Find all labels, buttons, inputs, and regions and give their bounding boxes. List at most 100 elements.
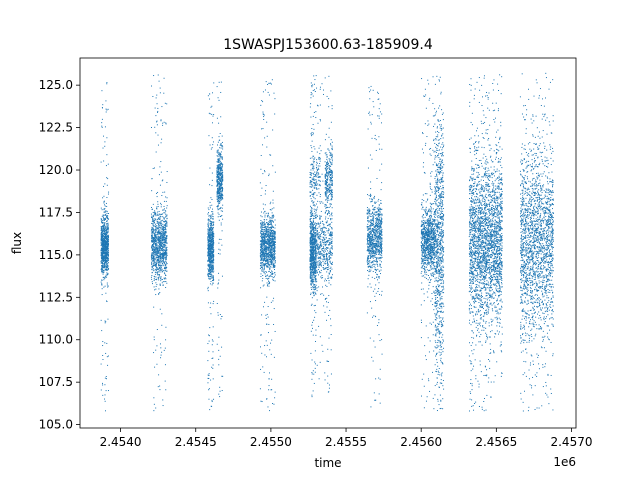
data-point	[103, 240, 105, 242]
data-point	[212, 265, 214, 267]
data-point	[105, 376, 107, 377]
data-point	[218, 176, 220, 178]
data-point	[105, 352, 107, 354]
data-point	[107, 238, 109, 240]
data-point	[209, 231, 211, 233]
data-point	[156, 271, 158, 273]
data-point	[153, 257, 155, 259]
data-point	[313, 249, 315, 251]
data-point	[218, 248, 220, 250]
data-point	[310, 236, 312, 238]
data-point	[217, 184, 219, 186]
data-point	[165, 254, 167, 256]
data-point	[268, 224, 270, 226]
data-point	[162, 259, 164, 261]
data-point	[262, 264, 264, 266]
data-point	[160, 248, 162, 250]
data-point	[211, 244, 213, 246]
data-point	[101, 230, 103, 232]
data-point	[313, 277, 315, 279]
data-point	[262, 224, 264, 226]
data-point	[312, 234, 314, 236]
data-point	[165, 268, 167, 270]
data-point	[270, 262, 272, 264]
data-point	[218, 194, 220, 196]
data-point	[164, 270, 166, 272]
data-point	[312, 267, 314, 269]
data-point	[152, 252, 154, 254]
data-point	[151, 258, 153, 260]
data-point	[312, 246, 314, 248]
data-point	[157, 211, 159, 213]
data-point	[310, 281, 312, 283]
data-point	[209, 267, 211, 269]
data-point	[219, 184, 221, 186]
data-point	[216, 155, 218, 157]
data-point	[107, 244, 109, 246]
data-point	[102, 234, 104, 236]
data-point	[153, 255, 155, 257]
data-point	[264, 265, 266, 267]
data-point	[260, 215, 262, 217]
data-point	[264, 263, 266, 265]
data-point	[261, 251, 263, 253]
data-point	[312, 218, 314, 220]
data-point	[164, 254, 166, 256]
data-point	[267, 212, 269, 214]
data-point	[315, 242, 317, 244]
data-point	[104, 208, 106, 210]
data-point	[160, 142, 162, 144]
data-point	[208, 258, 210, 260]
data-point	[155, 243, 157, 245]
data-point	[268, 247, 270, 249]
data-point	[156, 222, 158, 224]
data-point	[107, 259, 109, 261]
data-point	[211, 270, 213, 272]
data-point	[263, 251, 265, 253]
data-point	[208, 270, 210, 272]
data-point	[313, 252, 315, 254]
data-point	[220, 163, 222, 165]
data-point	[106, 212, 108, 214]
data-point	[106, 215, 108, 217]
data-point	[158, 276, 160, 278]
data-point	[162, 281, 164, 283]
data-point	[102, 258, 104, 260]
data-point	[207, 213, 209, 215]
data-point	[164, 265, 166, 267]
data-point	[260, 266, 262, 268]
data-point	[211, 254, 213, 256]
data-point	[260, 275, 262, 277]
data-point	[268, 247, 270, 249]
data-point	[269, 232, 271, 234]
data-point	[207, 290, 209, 292]
data-point	[207, 268, 209, 270]
data-point	[101, 243, 103, 245]
data-point	[207, 236, 209, 238]
data-point	[266, 233, 268, 235]
data-point	[260, 241, 262, 243]
data-point	[160, 269, 162, 271]
data-point	[107, 234, 109, 236]
data-point	[209, 273, 210, 275]
data-point	[159, 252, 161, 254]
data-point	[151, 271, 153, 273]
data-point	[216, 180, 218, 182]
data-point	[271, 254, 273, 256]
data-point	[268, 221, 270, 223]
data-point	[221, 185, 223, 187]
data-point	[262, 251, 264, 253]
data-point	[103, 214, 105, 216]
data-point	[159, 308, 161, 310]
data-point	[161, 237, 163, 239]
data-point	[220, 222, 222, 224]
data-point	[314, 260, 316, 262]
data-point	[270, 233, 272, 235]
data-point	[150, 230, 152, 232]
data-point	[155, 232, 157, 234]
data-point	[311, 233, 313, 235]
data-point	[166, 270, 168, 272]
data-point	[208, 219, 210, 221]
data-point	[208, 135, 210, 137]
data-point	[100, 270, 102, 272]
